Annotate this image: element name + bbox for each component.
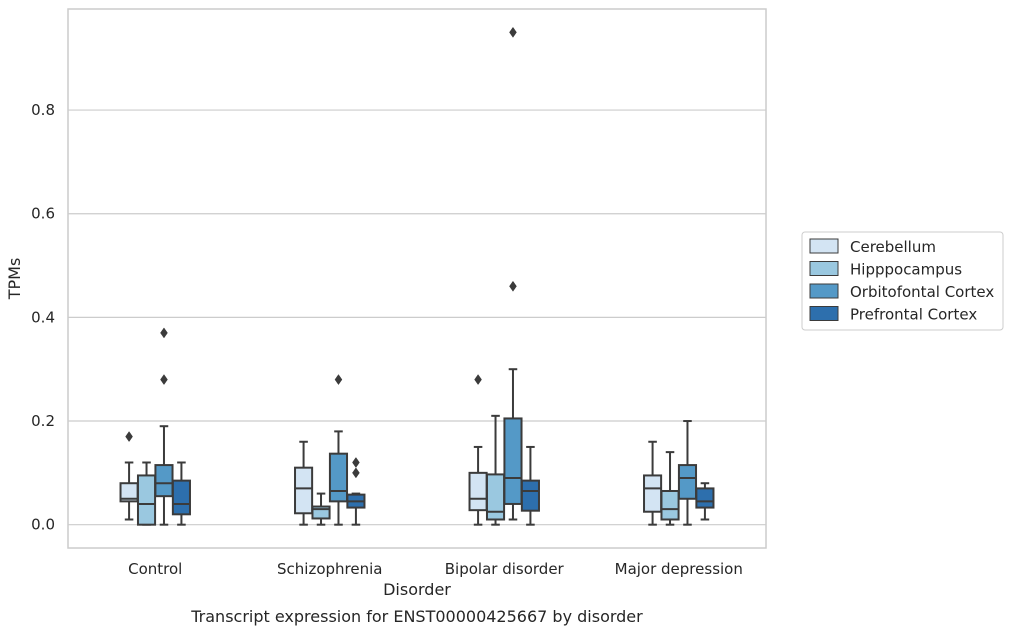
plot-area-frame <box>67 8 767 549</box>
y-tick-label: 0.8 <box>31 101 55 119</box>
legend-swatch <box>809 306 839 321</box>
legend-swatch <box>809 238 839 254</box>
box <box>294 466 314 515</box>
y-tick-label: 0.4 <box>31 308 55 326</box>
box <box>660 489 680 521</box>
boxplot-1-3 <box>154 327 174 526</box>
legend-swatch <box>809 261 839 276</box>
box <box>520 479 540 512</box>
box <box>171 479 191 516</box>
boxplot-2-2 <box>311 492 331 526</box>
legend-label: Hipppocampus <box>850 261 962 279</box>
box <box>677 464 698 500</box>
legend: Cerebellum Hipppocampus Orbitofontal Corte… <box>801 231 1004 331</box>
boxplot-3-1 <box>468 374 488 526</box>
outlier-point <box>474 374 482 385</box>
legend-label: Prefrontal Cortex <box>850 306 977 324</box>
legend-swatch <box>809 283 839 299</box>
box <box>503 417 523 505</box>
boxplot-4-3 <box>677 420 698 526</box>
box <box>468 471 488 512</box>
boxplot-2-1 <box>294 440 314 526</box>
box <box>311 505 331 520</box>
y-tick-labels: 0.0 0.2 0.4 0.6 0.8 <box>31 101 55 534</box>
legend-frame <box>801 231 1004 331</box>
y-tick-label: 0.6 <box>31 205 55 223</box>
x-tick-label: Major depression <box>615 560 743 578</box>
box <box>154 464 174 498</box>
boxplot-3-3 <box>503 26 523 521</box>
x-tick-labels: Control Schizophrenia Bipolar disorder Majo… <box>128 560 743 578</box>
boxplot-1-2 <box>136 461 157 526</box>
y-axis-label: TPMs <box>5 258 24 301</box>
boxplot-1-4 <box>171 461 191 526</box>
outlier-point <box>160 374 168 385</box>
outlier-point <box>509 280 517 292</box>
box <box>328 452 349 503</box>
outlier-point <box>509 26 517 38</box>
outlier-point <box>334 374 343 385</box>
legend-label: Orbitofontal Cortex <box>850 283 994 301</box>
outlier-point <box>160 327 168 339</box>
box <box>643 474 663 513</box>
outlier-point <box>352 457 360 468</box>
x-axis-label: Disorder <box>383 580 451 599</box>
x-tick-label: Schizophrenia <box>277 560 382 578</box>
outlier-point <box>125 431 133 443</box>
figure-caption: Transcript expression for ENST0000042566… <box>190 607 643 626</box>
boxplot-4-2 <box>660 451 680 526</box>
y-tick-label: 0.0 <box>31 516 55 534</box>
x-tick-label: Bipolar disorder <box>445 560 565 578</box>
boxplot-3-4 <box>520 445 540 526</box>
boxplot-1-1 <box>119 431 139 521</box>
box <box>136 474 157 526</box>
grid-lines <box>68 109 766 526</box>
boxplot-2-3 <box>328 374 349 526</box>
x-tick-label: Control <box>128 560 182 578</box>
boxplots <box>119 26 715 526</box>
outlier-point <box>352 467 360 479</box>
boxplot-3-2 <box>485 414 506 526</box>
boxplot-4-4 <box>695 482 715 521</box>
box <box>485 473 506 521</box>
boxplot-4-1 <box>643 440 663 526</box>
boxplot-2-4 <box>346 457 366 526</box>
box <box>695 487 715 509</box>
legend-label: Cerebellum <box>850 238 936 256</box>
y-tick-label: 0.2 <box>31 412 55 430</box>
